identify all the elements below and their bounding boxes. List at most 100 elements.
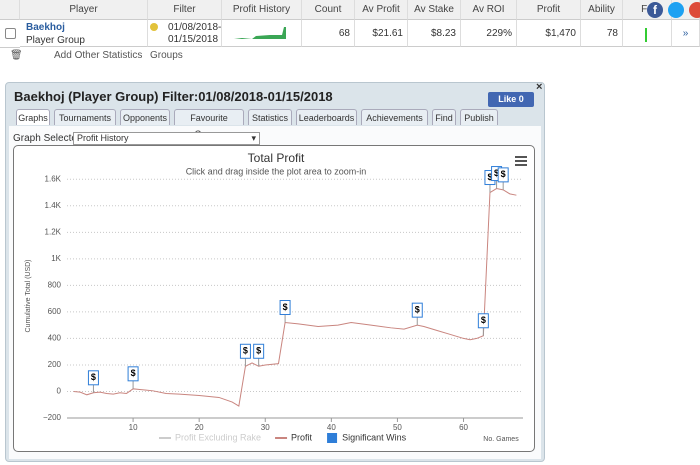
x-tick-label: 30 [261,423,270,432]
count-cell: 68 [302,20,355,47]
flag-label: $ [131,368,136,378]
graph-select[interactable]: Profit History ▾ [73,132,260,145]
header-cell [0,0,20,20]
flag: $ [279,300,291,323]
tab[interactable]: Find [432,109,456,125]
flag: $ [411,302,423,326]
flag-label: $ [256,346,261,356]
y-tick-label: 1.6K [45,174,62,183]
close-button[interactable]: × [536,81,543,93]
legend-label: Profit Excluding Rake [175,432,261,442]
av-roi-cell: 229% [461,20,517,47]
delete-icon[interactable]: 🗑 [10,50,23,61]
av-profit-cell: $21.61 [355,20,408,47]
tab[interactable]: Favourite Games [174,109,244,139]
player-cell: Baekhoj Player Group [20,20,158,47]
y-tick-label: 200 [48,360,62,369]
chart-subtitle: Click and drag inside the plot area to z… [186,166,367,176]
flag-label: $ [501,169,506,179]
y-axis-label: Cumulative Total (USD) [25,259,32,332]
legend-item[interactable]: Profit [275,432,313,442]
header-cell[interactable]: Count [302,0,355,20]
x-tick-label: 40 [327,423,336,432]
flag: $ [497,167,509,190]
flag: $ [87,370,99,393]
filter-cell: 01/08/2018- 01/15/2018 [148,20,222,47]
flag: $ [477,313,489,336]
award-icon [150,23,158,31]
tab[interactable]: Leaderboards [296,109,357,125]
toolbar: 🗑 Add Other Statistics Groups [0,48,700,64]
x-tick-label: 10 [129,423,138,432]
facebook-icon[interactable]: f [647,2,663,18]
legend-item[interactable]: Significant Wins [327,432,407,443]
filter-from: 01/08/2018- [168,22,222,33]
form-bar [645,28,647,42]
x-axis-label: No. Games [483,436,519,443]
tab[interactable]: Opponents [120,109,170,125]
flag-label: $ [494,168,499,178]
av-stake-cell: $8.23 [408,20,461,47]
twitter-icon[interactable] [668,2,684,18]
dialog-title: Baekhoj (Player Group) Filter:01/08/2018… [14,89,333,104]
flag-label: $ [283,302,288,312]
filter-to: 01/15/2018 [168,34,219,45]
groups-menu[interactable]: Groups [150,50,183,61]
x-tick-label: 60 [459,423,468,432]
add-statistics[interactable]: Add Other Statistics [54,50,143,61]
header-cell[interactable]: Profit [517,0,581,20]
legend-item[interactable]: Profit Excluding Rake [159,432,261,442]
y-tick-label: 400 [48,334,62,343]
flag-box [239,343,251,359]
like-button[interactable]: Like 0 [488,92,534,107]
menu-icon[interactable] [515,156,527,166]
header-cell[interactable]: Player [20,0,148,20]
y-tick-label: 800 [48,280,62,289]
flag-label: $ [487,172,492,182]
flag-box [411,302,423,318]
flag: $ [253,343,265,367]
header-cell[interactable]: Ability [581,0,623,20]
graph-selected-label: Graph Selected: [13,133,86,144]
y-tick-label: 600 [48,307,62,316]
tab[interactable]: Statistics [248,109,292,125]
flag-box [279,300,291,316]
flag-label: $ [91,372,96,382]
checkbox[interactable] [5,28,16,39]
chart-title: Total Profit [248,151,305,165]
header-cell[interactable]: Av Profit [355,0,408,20]
flag-box [127,366,139,382]
chart: Total Profit Click and drag inside the p… [13,145,535,452]
sparkline-area [234,27,286,39]
tab[interactable]: Tournaments [54,109,116,125]
more-button[interactable]: » [672,20,700,47]
header-cell[interactable]: Filter [148,0,222,20]
tab[interactable]: Publish [460,109,498,125]
tab[interactable]: Graphs [16,109,50,125]
player-link[interactable]: Baekhoj [26,22,65,33]
legend-label: Profit [291,432,313,442]
header-cell[interactable]: Av Stake [408,0,461,20]
tab[interactable]: Achievements [361,109,428,125]
profit-history-cell [222,20,302,47]
flag: $ [239,343,251,367]
google-icon[interactable] [689,2,700,18]
flag-label: $ [243,346,248,356]
row-select [0,20,20,48]
flag-box [477,313,489,329]
select-arrow: ▾ [251,133,256,143]
x-tick-label: 50 [393,423,402,432]
ability-cell: 78 [581,20,623,47]
x-tick-label: 20 [195,423,204,432]
flag: $ [127,366,139,389]
flag-box [253,343,265,359]
form-cell [623,20,672,47]
line-series [73,188,517,407]
flag-box [87,370,99,386]
header-cell[interactable]: Profit History [222,0,302,20]
flag-box [497,167,509,183]
player-group: Player Group [26,35,85,46]
flag-label: $ [415,305,420,315]
header-cell[interactable]: Av ROI [461,0,517,20]
